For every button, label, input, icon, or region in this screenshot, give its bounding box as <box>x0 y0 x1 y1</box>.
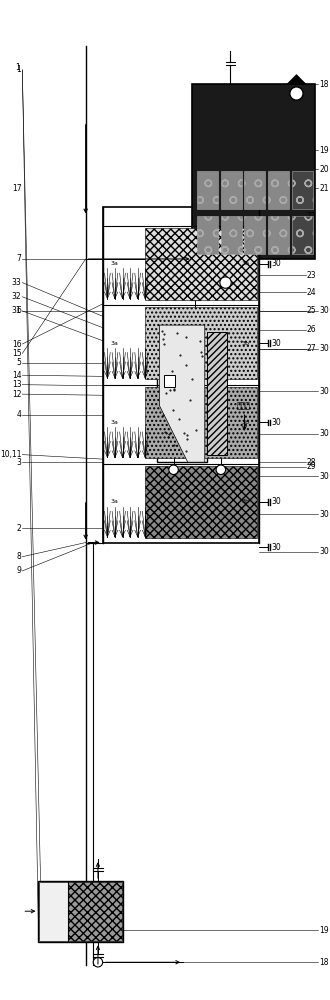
Text: 3b: 3b <box>242 261 249 266</box>
Text: 27: 27 <box>307 344 316 353</box>
Bar <box>38 881 123 942</box>
Bar <box>145 307 257 379</box>
Bar <box>245 216 265 254</box>
Text: 30: 30 <box>319 472 329 481</box>
Text: 30: 30 <box>319 510 329 519</box>
Bar <box>68 882 121 941</box>
Text: 30: 30 <box>319 387 329 396</box>
Text: 13: 13 <box>12 380 21 389</box>
Bar <box>197 171 218 209</box>
Circle shape <box>220 277 231 288</box>
Text: 3b: 3b <box>242 499 249 504</box>
Text: 30: 30 <box>319 306 329 315</box>
Bar <box>221 216 242 254</box>
Polygon shape <box>287 75 306 84</box>
Text: 20: 20 <box>319 165 329 174</box>
Text: 3a: 3a <box>110 341 118 346</box>
Bar <box>145 387 257 458</box>
Text: 3b: 3b <box>242 420 249 425</box>
Bar <box>207 332 227 455</box>
Bar <box>268 171 289 209</box>
Bar <box>103 207 259 543</box>
Text: 24: 24 <box>307 288 316 297</box>
Bar <box>145 228 257 300</box>
Text: 25: 25 <box>307 306 316 315</box>
Text: 18: 18 <box>319 958 329 967</box>
Text: 30: 30 <box>272 497 281 506</box>
Text: 3a: 3a <box>110 499 118 504</box>
Text: 3: 3 <box>16 458 21 467</box>
Text: 19: 19 <box>319 926 329 935</box>
Text: 30: 30 <box>272 339 281 348</box>
Circle shape <box>216 465 226 474</box>
Text: 33: 33 <box>12 278 21 287</box>
Text: 6: 6 <box>16 306 21 315</box>
Text: 3b: 3b <box>242 341 249 346</box>
Text: 18: 18 <box>319 80 329 89</box>
Bar <box>268 216 289 254</box>
Bar <box>145 466 257 538</box>
Bar <box>245 171 265 209</box>
Bar <box>221 171 242 209</box>
Bar <box>292 171 313 209</box>
Text: 21: 21 <box>319 184 329 193</box>
Polygon shape <box>159 325 205 462</box>
Bar <box>39 882 68 941</box>
Text: 14: 14 <box>12 371 21 380</box>
Text: 28: 28 <box>307 458 316 467</box>
Text: 32: 32 <box>12 292 21 301</box>
Text: 19: 19 <box>319 146 329 155</box>
Text: 10,11: 10,11 <box>0 450 21 459</box>
Text: 1: 1 <box>15 63 19 72</box>
Circle shape <box>290 87 303 100</box>
Text: 9: 9 <box>16 566 21 575</box>
Bar <box>197 216 218 254</box>
Text: 23: 23 <box>307 271 316 280</box>
Text: 30: 30 <box>319 547 329 556</box>
Text: 3a: 3a <box>110 420 118 425</box>
Text: 17: 17 <box>12 184 21 193</box>
Text: 30: 30 <box>272 543 281 552</box>
Text: 31: 31 <box>12 306 21 315</box>
Text: 29: 29 <box>307 462 316 471</box>
Circle shape <box>93 958 103 967</box>
Text: 12: 12 <box>12 390 21 399</box>
Text: 30: 30 <box>319 429 329 438</box>
Text: 7: 7 <box>16 254 21 263</box>
Text: 26: 26 <box>307 325 316 334</box>
Text: 16: 16 <box>12 340 21 349</box>
Text: 30: 30 <box>272 418 281 427</box>
Text: 30: 30 <box>272 259 281 268</box>
Text: 15: 15 <box>12 349 21 358</box>
Text: 1: 1 <box>16 65 21 74</box>
Bar <box>157 325 207 462</box>
Text: 5: 5 <box>16 358 21 367</box>
Text: 30: 30 <box>319 344 329 353</box>
Text: 3a: 3a <box>110 261 118 266</box>
Bar <box>292 216 313 254</box>
Text: 8: 8 <box>16 552 21 561</box>
Circle shape <box>169 465 178 474</box>
Text: 4: 4 <box>16 410 21 419</box>
Text: 2: 2 <box>16 524 21 533</box>
Bar <box>164 375 176 387</box>
Bar <box>192 84 315 259</box>
Text: 回流液: 回流液 <box>237 401 251 410</box>
Text: 22: 22 <box>307 212 316 221</box>
